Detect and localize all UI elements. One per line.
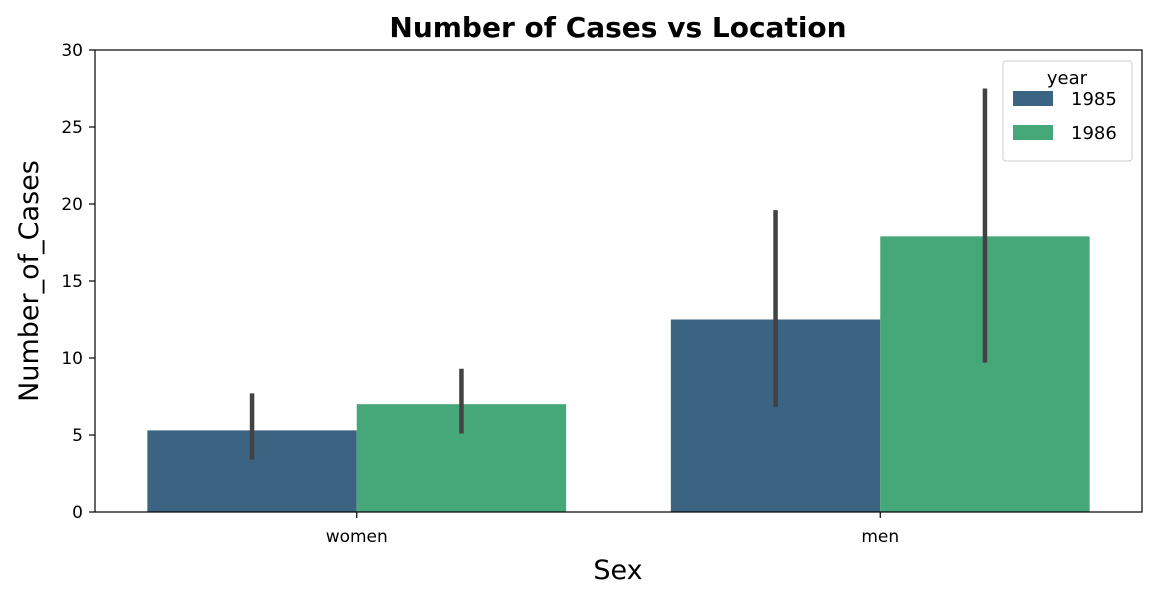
legend: year 1985 1986 [1002,60,1133,162]
x-axis-label: Sex [593,555,642,586]
x-tick-label-men: men [861,527,899,547]
plot-area: 0 5 10 15 20 25 30 women men [61,41,1143,547]
x-tick-label-women: women [326,527,388,547]
y-tick-label: 10 [61,349,83,369]
y-tick-label: 30 [61,41,83,61]
legend-title: year [1047,68,1088,89]
legend-label-1985: 1985 [1071,89,1117,110]
y-tick-label: 20 [61,195,83,215]
y-tick-label: 25 [61,118,83,138]
legend-swatch-1985 [1013,91,1053,106]
chart-title: Number of Cases vs Location [389,11,846,44]
y-tick-label: 0 [72,503,83,523]
y-tick-label: 15 [61,272,83,292]
legend-label-1986: 1986 [1071,123,1117,144]
y-tick-label: 5 [72,426,83,446]
y-axis-label: Number_of_Cases [14,160,45,402]
legend-swatch-1986 [1013,125,1053,140]
